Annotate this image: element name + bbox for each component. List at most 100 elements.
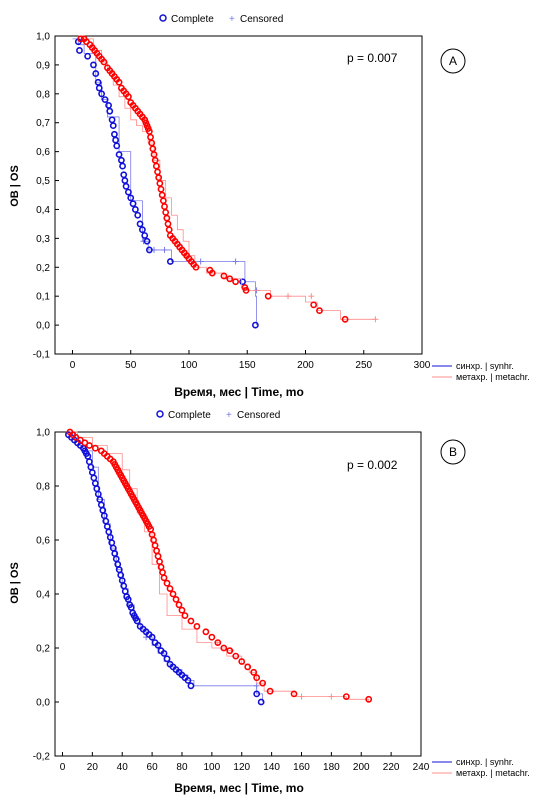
y-tick-label: 0,4 [36,205,50,216]
synchronous-event-point [251,321,259,329]
metachronous-event-point [178,606,186,614]
y-tick-label: 0,6 [36,147,50,158]
metachronous-event-point [159,197,167,205]
metachronous-event-point [259,679,267,687]
metachronous-event-point [156,180,164,187]
x-tick-label: 0 [60,762,66,773]
legend-censored-marker: + [226,410,232,421]
legend-censored-label: Censored [240,14,283,25]
metachronous-event-point [163,579,171,587]
metachronous-event-point [181,612,189,619]
y-tick-label: 0,8 [36,482,50,493]
synchronous-event-point [102,517,110,525]
metachronous-event-point [157,563,165,571]
x-tick-label: 100 [181,360,198,371]
y-tick-label: -0,2 [33,752,51,763]
x-axis-label-b: Время, мес | Time, mo [174,781,304,795]
legend-meta-label: метахр. | metachr. [456,768,530,778]
metachronous-event-point [342,693,350,700]
synchronous-event-point [121,587,129,595]
plot-frame-a [54,35,423,355]
metachronous-event-point [208,269,216,277]
x-tick-label: 160 [293,762,310,773]
y-tick-label: 1,0 [36,428,50,439]
synchronous-event-point [87,463,95,471]
y-tick-label: 0,5 [36,176,50,187]
x-tick-label: 100 [204,762,221,773]
synchronous-event-point [163,655,171,663]
metachronous-event-point [264,292,272,300]
y-tick-label: 0,0 [36,698,50,709]
metachronous-event-point [220,272,228,280]
y-tick-label: 0,2 [36,263,50,274]
panel-b-badge [440,439,466,465]
series-legend-b: синхр. | synhr. метахр. | metachr. [432,757,530,778]
metachronous-event-point [155,174,163,182]
synchronous-event-point [239,278,246,286]
p-value-b: p = 0.002 [347,458,398,472]
synchronous-event-point [113,142,121,150]
metachronous-event-point [172,596,180,603]
panel-a-letter: A [449,54,457,68]
metachronous-event-point [166,585,174,592]
synchronous-event-point [120,171,128,179]
metachronous-event-point [244,663,252,671]
metachronous-event-point [158,191,166,199]
p-value-a: p = 0.007 [347,51,398,65]
metachronous-event-point [153,547,160,555]
metachronous-event-point [208,633,216,641]
legend-censored-marker: + [229,14,235,25]
synchronous-event-point [101,96,109,103]
synchronous-event-point [166,258,174,265]
synchronous-event-point [76,47,83,54]
synchronous-event-point [129,200,137,208]
metachronous-event-point [85,442,93,449]
x-tick-label: 200 [353,762,370,773]
synchronous-event-point [99,506,107,514]
metachronous-event-point [316,307,323,315]
metachronous-event-point [115,78,123,86]
synchronous-event-point [134,211,142,219]
synchronous-event-point [84,52,92,60]
metachronous-event-point [91,444,99,452]
synchronous-event-point [105,101,112,109]
censored-mark [197,258,204,265]
x-tick-label: 200 [297,360,314,371]
legend-meta-label: метахр. | metachr. [456,372,530,382]
synchronous-event-point [90,474,98,482]
metachronous-event-point [266,687,274,695]
x-tick-label: 250 [355,360,372,371]
synchronous-event-point [98,90,106,98]
metachronous-event-point [147,133,154,141]
synchronous-event-point [111,130,118,138]
synchronous-event-point [97,501,105,509]
metachronous-event-point [124,93,132,101]
synchronous-event-point [109,122,117,130]
synchronous-survival-line [66,431,264,702]
metachronous-event-point [156,558,163,565]
x-tick-label: 140 [263,762,280,773]
metachronous-event-point [151,542,159,549]
synchronous-event-point [131,206,139,213]
metachronous-event-point [226,275,234,283]
metachronous-event-point [187,617,195,625]
metachronous-event-point [253,674,261,682]
metachronous-event-point [232,652,240,660]
top-legend-a: Complete + Censored [159,14,283,25]
synchronous-event-point [124,188,132,196]
metachronous-event-point [250,668,258,676]
censored-mark [253,682,260,689]
panel-b-letter: B [449,445,457,459]
censored-mark [372,316,379,323]
synchronous-event-point [120,582,128,590]
metachronous-event-point [341,315,349,323]
metachronous-event-point [365,695,373,703]
synchronous-event-point [121,177,129,184]
metachronous-event-point [214,639,222,646]
metachronous-event-point [165,226,173,234]
synchronous-event-point [105,528,113,536]
synchronous-event-point [187,682,195,690]
metachronous-event-point [154,552,162,560]
synchronous-event-point [108,539,116,547]
